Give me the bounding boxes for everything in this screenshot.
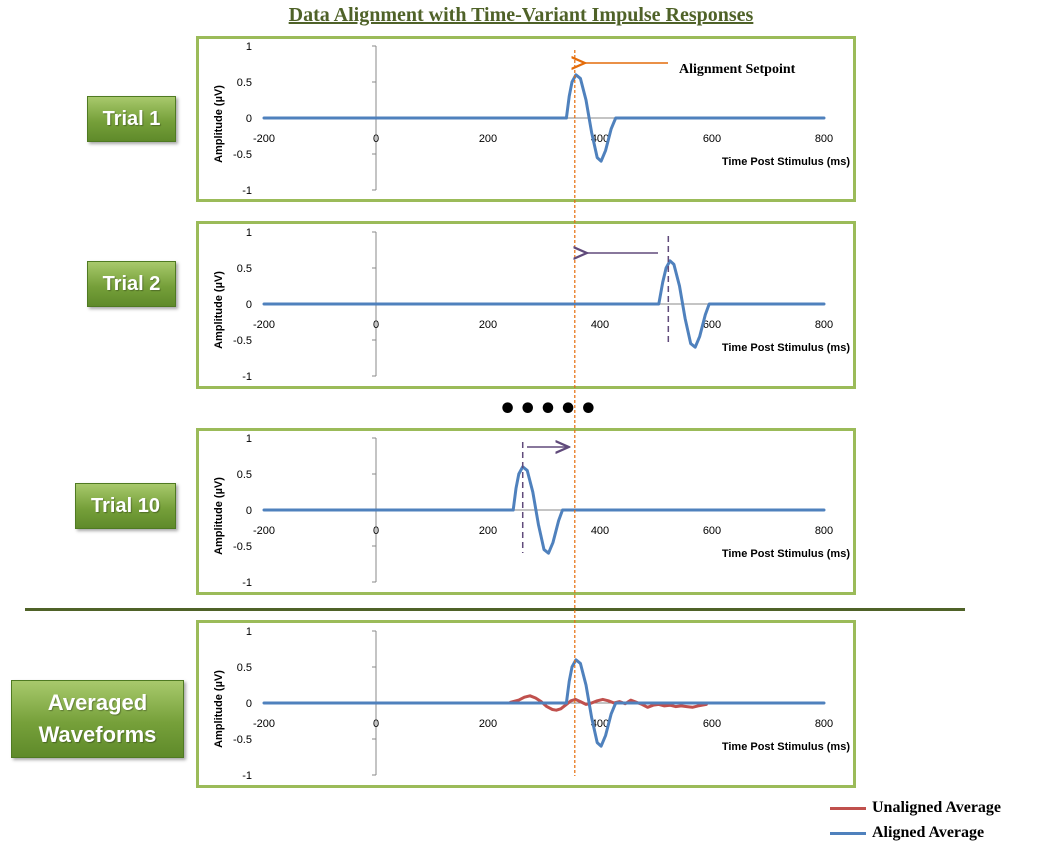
trial-2-xtick-label: 400 xyxy=(591,319,609,331)
alignment-setpoint-label: Alignment Setpoint xyxy=(679,62,796,77)
trial-10-label: Trial 10 xyxy=(75,483,176,529)
trial-2-ytick-label: 0 xyxy=(246,299,252,311)
trial-10-y-axis-label: Amplitude (µV) xyxy=(213,477,225,555)
trial-1-ytick-label: 0 xyxy=(246,113,252,125)
trial-2-xtick-label: 800 xyxy=(815,319,833,331)
trial-2-x-axis-label: Time Post Stimulus (ms) xyxy=(722,342,850,354)
trial-1-label: Trial 1 xyxy=(87,96,176,142)
trial-2-ytick-label: 1 xyxy=(246,227,252,239)
trial-2-y-axis-label: Amplitude (µV) xyxy=(213,271,225,349)
averaged-ytick-label: -0.5 xyxy=(233,734,252,746)
trial-10-ytick-label: 0 xyxy=(246,505,252,517)
trial-2-label: Trial 2 xyxy=(87,261,176,307)
figure-title: Data Alignment with Time-Variant Impulse… xyxy=(288,4,754,26)
legend-unaligned: Unaligned Average xyxy=(830,799,1001,817)
trial-10-xtick-label: -200 xyxy=(253,525,275,537)
trial-2-ytick-label: -0.5 xyxy=(233,335,252,347)
legend-unaligned-swatch xyxy=(830,806,866,810)
trial-10-xtick-label: 400 xyxy=(591,525,609,537)
averaged-xtick-label: 400 xyxy=(591,718,609,730)
trial-10-ytick-label: -0.5 xyxy=(233,541,252,553)
trial-10-aligned-series xyxy=(262,465,826,555)
trial-10-x-axis-label: Time Post Stimulus (ms) xyxy=(722,548,850,560)
averaged-waveforms-label: Averaged Waveforms xyxy=(11,680,184,758)
trial-10-xtick-label: 200 xyxy=(479,525,497,537)
trial-1-xtick-label: 0 xyxy=(373,133,379,145)
trial-10-ytick-label: -1 xyxy=(242,577,252,589)
averaged-xtick-label: 200 xyxy=(479,718,497,730)
averaged-y-axis-label: Amplitude (µV) xyxy=(213,670,225,748)
averaged-unaligned-series xyxy=(508,694,708,712)
trial-1-y-axis-label: Amplitude (µV) xyxy=(213,85,225,163)
trial-1-xtick-label: -200 xyxy=(253,133,275,145)
averaged-x-axis-label: Time Post Stimulus (ms) xyxy=(722,741,850,753)
trial-2-ytick-label: 0.5 xyxy=(237,263,252,275)
legend-aligned: Aligned Average xyxy=(830,824,984,842)
trial-1-xtick-label: 400 xyxy=(591,133,609,145)
ellipsis-marker: ••••• xyxy=(498,392,599,427)
trial-2-xtick-label: 0 xyxy=(373,319,379,331)
trial-2-xtick-label: 600 xyxy=(703,319,721,331)
averaged-xtick-label: 0 xyxy=(373,718,379,730)
trial-1-ytick-label: 1 xyxy=(246,41,252,53)
trial-2-xtick-label: 200 xyxy=(479,319,497,331)
trial-1-ytick-label: 0.5 xyxy=(237,77,252,89)
legend-aligned-label: Aligned Average xyxy=(872,824,985,841)
trial-10-xtick-label: 0 xyxy=(373,525,379,537)
separator-line xyxy=(25,608,965,611)
trial-1-xtick-label: 200 xyxy=(479,133,497,145)
trial-10-xtick-label: 800 xyxy=(815,525,833,537)
averaged-ytick-label: 0 xyxy=(246,698,252,710)
trial-1-ytick-label: -1 xyxy=(242,185,252,197)
trial-10-xtick-label: 600 xyxy=(703,525,721,537)
trial-2-xtick-label: -200 xyxy=(253,319,275,331)
averaged-ytick-label: -1 xyxy=(242,770,252,782)
trial-10-ytick-label: 0.5 xyxy=(237,469,252,481)
trial-1-x-axis-label: Time Post Stimulus (ms) xyxy=(722,156,850,168)
averaged-ytick-label: 1 xyxy=(246,626,252,638)
trial-2-aligned-series xyxy=(262,259,826,349)
trial-1-aligned-series xyxy=(262,73,826,163)
trial-2-ytick-label: -1 xyxy=(242,371,252,383)
trial-1-ytick-label: -0.5 xyxy=(233,149,252,161)
trial-1-xtick-label: 800 xyxy=(815,133,833,145)
averaged-aligned-series xyxy=(262,658,826,748)
averaged-ytick-label: 0.5 xyxy=(237,662,252,674)
trial-10-ytick-label: 1 xyxy=(246,433,252,445)
averaged-xtick-label: 800 xyxy=(815,718,833,730)
trial-1-xtick-label: 600 xyxy=(703,133,721,145)
averaged-xtick-label: 600 xyxy=(703,718,721,730)
legend-aligned-swatch xyxy=(830,831,866,835)
legend-unaligned-label: Unaligned Average xyxy=(872,799,1002,816)
averaged-xtick-label: -200 xyxy=(253,718,275,730)
